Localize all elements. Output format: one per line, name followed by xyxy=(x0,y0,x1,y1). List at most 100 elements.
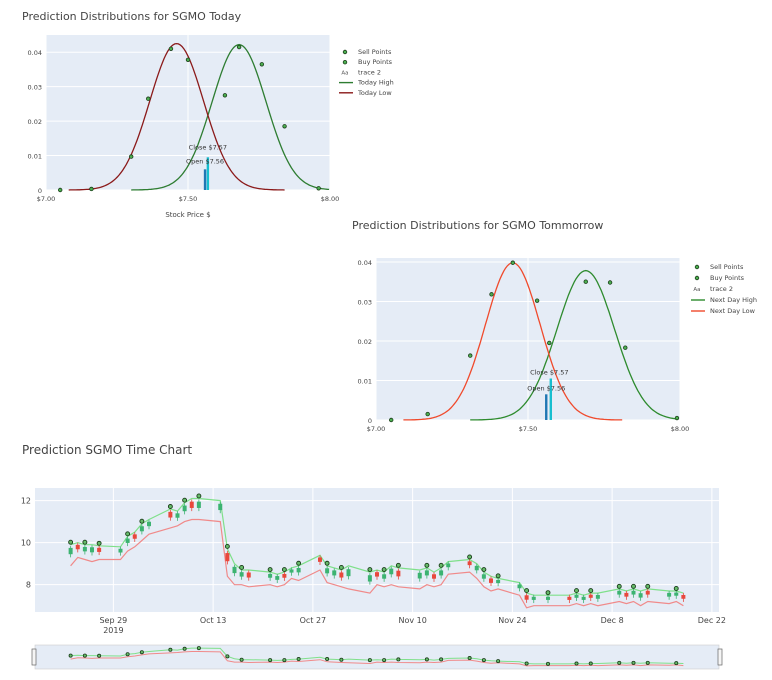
legend-marker xyxy=(342,60,348,65)
y-tick-label: 10 xyxy=(21,539,31,548)
buy-point xyxy=(510,260,515,265)
signal-marker xyxy=(82,539,88,545)
x-tick-label: $7.00 xyxy=(37,195,56,203)
range-marker xyxy=(645,660,650,665)
range-marker xyxy=(439,657,444,662)
range-marker xyxy=(574,661,579,666)
sell-point xyxy=(222,93,228,98)
signal-marker xyxy=(645,583,651,589)
legend-label: Buy Points xyxy=(358,58,393,66)
x-tick-label: Dec 8 xyxy=(601,616,624,625)
x-tick-label: $7.00 xyxy=(367,425,386,433)
signal-marker xyxy=(367,567,373,572)
price-bar-1 xyxy=(549,378,552,420)
series-line-1 xyxy=(68,42,285,191)
candle-body xyxy=(189,501,194,508)
range-marker xyxy=(182,646,187,651)
candle-body xyxy=(396,570,401,577)
y-tick-label: 0.02 xyxy=(28,118,42,126)
legend-text-icon: Aa xyxy=(693,287,700,293)
legend-marker xyxy=(694,275,700,281)
dist-chart-1: 0 0.01 0.02 0.03 0.04 $7.00 $7.50 $8.00 Close $7… xyxy=(358,258,757,433)
plot-background xyxy=(35,488,719,612)
y-tick-label: 0.04 xyxy=(28,49,42,57)
candle-body xyxy=(524,595,529,600)
x-tick-label: $8.00 xyxy=(671,425,690,433)
range-marker xyxy=(296,657,301,662)
candle-body xyxy=(346,569,351,577)
legend-label: Next Day Low xyxy=(710,307,756,315)
candle-body xyxy=(517,584,522,589)
signal-marker xyxy=(239,564,245,570)
candle-body xyxy=(296,567,301,573)
signal-marker xyxy=(182,497,188,503)
signal-marker xyxy=(196,493,202,499)
candle-body xyxy=(147,521,151,527)
x-tick-label: Sep 29 xyxy=(99,616,127,625)
buy-point xyxy=(389,417,394,423)
y-tick-label: 0 xyxy=(368,417,372,425)
buy-point xyxy=(89,186,94,192)
legend-marker xyxy=(342,49,348,55)
range-marker xyxy=(588,661,593,666)
x-tick-label: Nov 10 xyxy=(398,616,426,625)
legend-label: Sell Points xyxy=(710,263,744,271)
price-bar-0 xyxy=(203,169,207,190)
candle-body xyxy=(624,592,629,597)
candle-body xyxy=(68,547,73,555)
legend-label: Sell Points xyxy=(358,48,392,56)
candle-body xyxy=(588,594,593,598)
legend-label: Buy Points xyxy=(710,274,745,282)
range-marker xyxy=(97,653,102,658)
candle-body xyxy=(489,578,493,583)
signal-marker xyxy=(324,560,330,566)
legend: Sell Points Buy Points Aa trace 2 Next Day H… xyxy=(691,263,757,315)
sell-point xyxy=(674,415,680,421)
candle-body xyxy=(139,526,144,532)
candle-body xyxy=(574,594,579,598)
signal-marker xyxy=(673,586,679,591)
signal-marker xyxy=(96,540,102,546)
chart-time-title: Prediction SGMO Time Chart xyxy=(22,443,193,457)
candle-body xyxy=(496,579,501,584)
candle-body xyxy=(118,548,123,553)
range-handle-left[interactable] xyxy=(31,648,37,666)
range-marker xyxy=(282,658,287,663)
candle-body xyxy=(546,596,550,600)
candle-body xyxy=(424,570,429,576)
range-marker xyxy=(481,658,486,663)
candle-body xyxy=(125,538,130,543)
signal-marker xyxy=(616,583,622,589)
buy-point xyxy=(185,57,191,62)
y-tick-label: 12 xyxy=(21,497,31,506)
series-line-0 xyxy=(470,269,679,421)
signal-marker xyxy=(574,588,579,594)
range-marker xyxy=(674,661,679,666)
range-marker xyxy=(382,658,387,663)
signal-marker xyxy=(467,554,473,560)
range-marker xyxy=(239,657,244,662)
candle-body xyxy=(239,572,244,577)
y-tick-label: 0 xyxy=(38,187,42,195)
candle-body xyxy=(481,574,486,579)
sell-point xyxy=(547,340,552,346)
candle-body xyxy=(325,568,330,574)
candle-body xyxy=(474,565,479,571)
range-marker xyxy=(68,653,73,658)
sell-point xyxy=(623,345,628,350)
signal-marker xyxy=(588,588,594,594)
range-handle-right[interactable] xyxy=(717,648,723,666)
signal-marker xyxy=(481,567,487,572)
signal-marker xyxy=(139,518,145,524)
y-tick-label: 0.02 xyxy=(358,338,372,346)
y-tick-label: 0.01 xyxy=(358,377,372,385)
x-tick-label: Dec 22 xyxy=(698,616,726,625)
candle-body xyxy=(681,594,686,599)
legend-text-icon: Aa xyxy=(341,70,348,76)
x-tick-label: $7.50 xyxy=(179,195,198,203)
candle-body xyxy=(132,534,137,539)
legend-label: Next Day High xyxy=(710,296,757,304)
range-marker xyxy=(396,657,401,662)
candle-body xyxy=(645,590,650,595)
sell-point xyxy=(607,280,613,285)
